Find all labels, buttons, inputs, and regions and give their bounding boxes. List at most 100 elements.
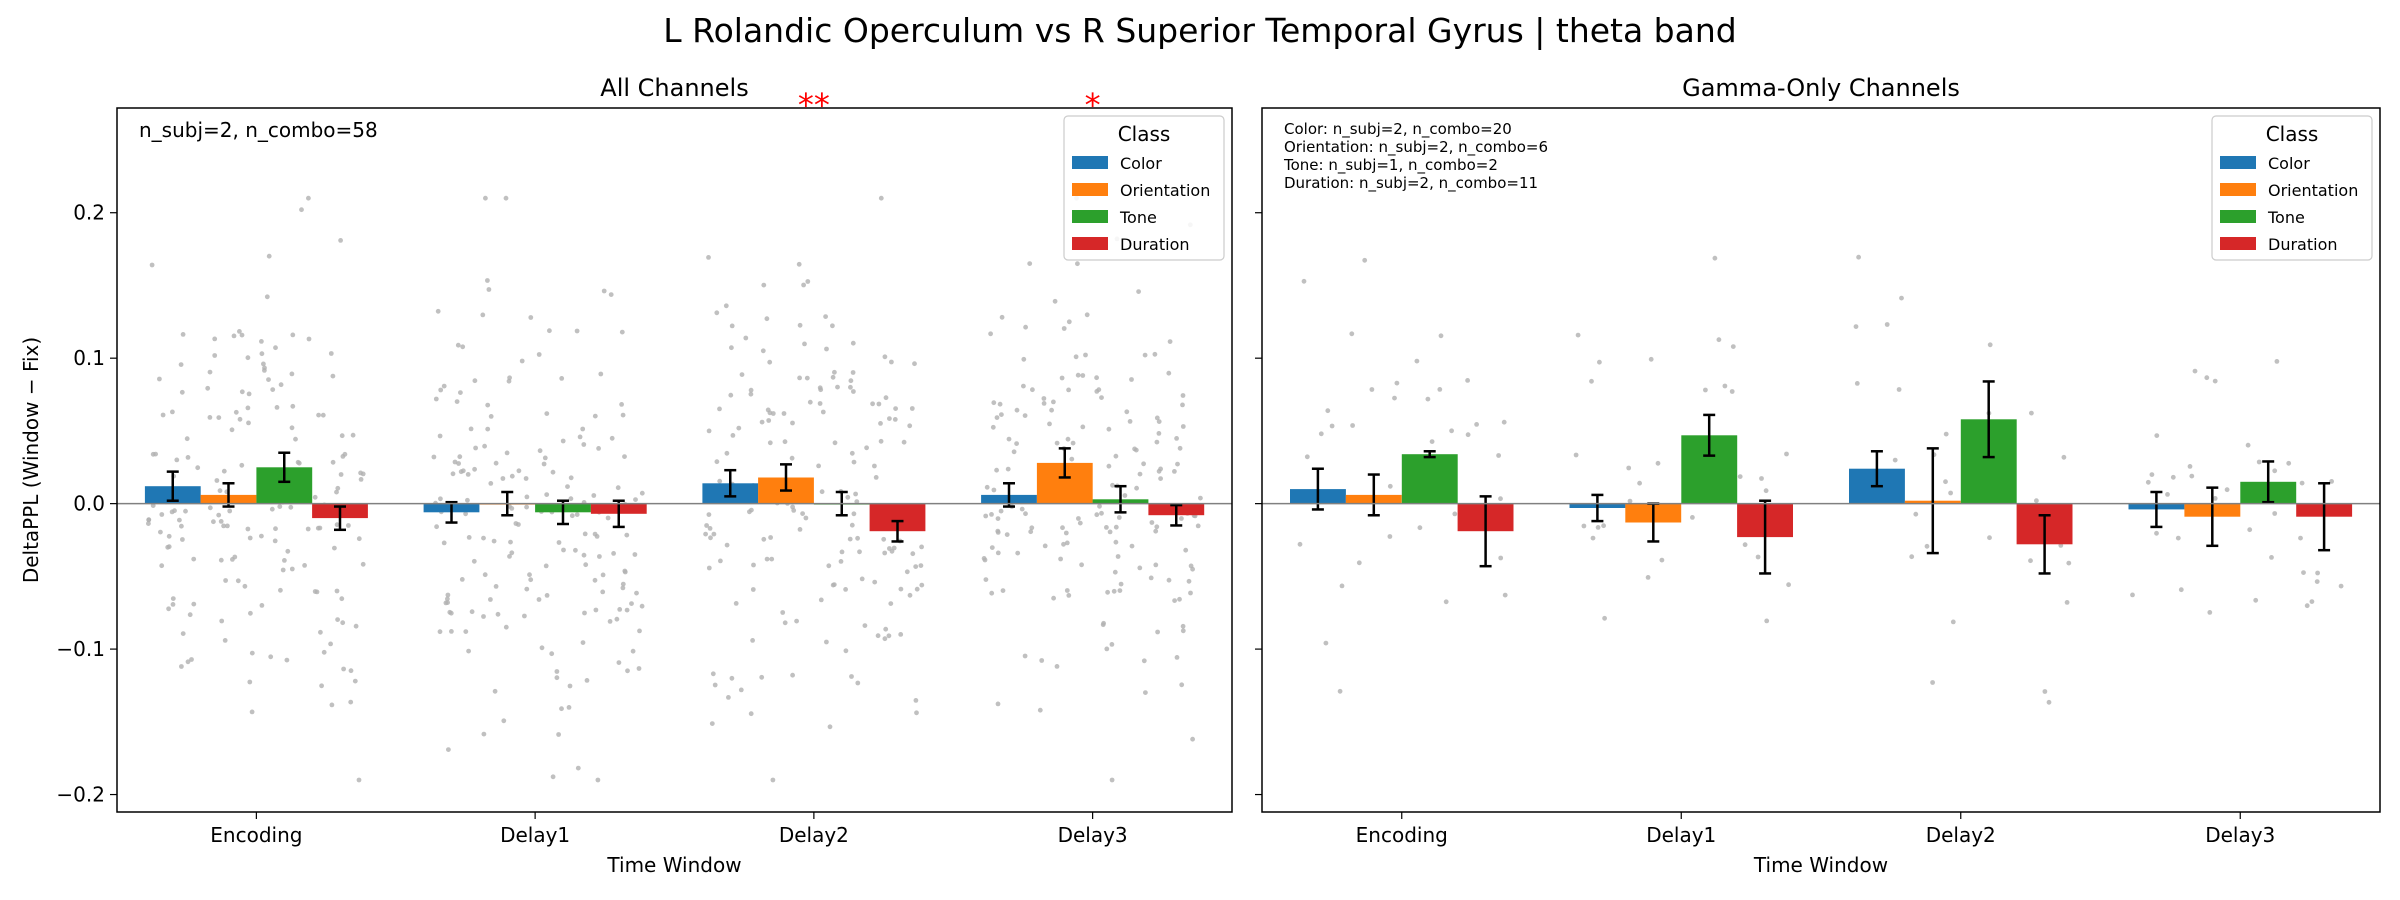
scatter-point [493, 460, 499, 466]
scatter-point [1465, 378, 1470, 383]
scatter-point [543, 563, 549, 569]
scatter-point [983, 513, 989, 519]
scatter-point [149, 262, 155, 268]
scatter-point [305, 526, 311, 532]
scatter-point [466, 535, 472, 540]
scatter-point [185, 455, 191, 460]
scatter-point [463, 511, 468, 517]
scatter-point [259, 603, 265, 608]
scatter-point [1502, 592, 1508, 598]
scatter-point [185, 659, 191, 665]
scatter-point [472, 378, 478, 384]
legend-label-orientation: Orientation [2268, 181, 2358, 200]
scatter-point [1021, 356, 1027, 362]
scatter-point [465, 497, 470, 503]
scatter-point [1737, 474, 1743, 479]
scatter-point [1924, 543, 1930, 549]
scatter-point [1167, 339, 1173, 344]
scatter-point [592, 531, 598, 537]
scatter-point [1064, 540, 1070, 546]
scatter-point [595, 777, 601, 783]
scatter-point [995, 530, 1001, 535]
scatter-point [247, 535, 253, 541]
scatter-point [1648, 356, 1654, 362]
scatter-point [1109, 642, 1115, 647]
scatter-point [1051, 399, 1056, 405]
scatter-point [2272, 468, 2278, 474]
scatter-point [237, 416, 243, 422]
scatter-point [1154, 524, 1160, 530]
scatter-point [817, 401, 823, 406]
scatter-point [1023, 511, 1028, 517]
scatter-point [1703, 387, 1708, 393]
scatter-point [883, 395, 889, 401]
scatter-point [266, 377, 271, 382]
scatter-point [1166, 370, 1172, 376]
scatter-point [1449, 428, 1454, 434]
scatter-point [465, 472, 471, 477]
scatter-point [637, 628, 642, 634]
scatter-point [1729, 389, 1735, 394]
scatter-point [1175, 461, 1180, 467]
scatter-point [760, 348, 766, 354]
x-axis-label: Time Window [1753, 853, 1888, 877]
scatter-point [620, 585, 626, 591]
scatter-point [166, 533, 172, 539]
scatter-point [1015, 550, 1021, 556]
scatter-point [191, 601, 197, 607]
scatter-point [827, 724, 833, 730]
scatter-point [536, 597, 542, 602]
scatter-point [891, 545, 897, 551]
scatter-point [232, 554, 238, 560]
scatter-point [1066, 387, 1071, 393]
scatter-point [169, 509, 175, 515]
scatter-point [1158, 476, 1163, 481]
legend-label-orientation: Orientation [1120, 181, 1210, 200]
scatter-point [259, 339, 264, 344]
scatter-point [2338, 583, 2344, 589]
scatter-point [233, 409, 239, 415]
panel-gamma-only-channels: Encoding Delay1 Delay2 Delay3 Gamma-Only Ch… [1255, 74, 2381, 877]
annotation-line: Color: n_subj=2, n_combo=20 [1284, 120, 1512, 139]
legend-label-tone: Tone [1119, 208, 1157, 227]
x-tick-label-delay3: Delay3 [2205, 823, 2275, 847]
scatter-point [1142, 352, 1148, 358]
scatter-point [1581, 523, 1587, 529]
scatter-point [1763, 488, 1769, 494]
scatter-point [2253, 597, 2259, 603]
scatter-point [1019, 506, 1025, 512]
scatter-point [706, 565, 712, 571]
scatter-point [981, 556, 987, 561]
scatter-point [2154, 530, 2159, 536]
scatter-point [2064, 600, 2070, 605]
scatter-point [580, 426, 586, 432]
scatter-point [1059, 375, 1065, 381]
scatter-point [170, 602, 176, 607]
scatter-point [989, 545, 995, 550]
scatter-point [486, 287, 492, 292]
scatter-point [1501, 419, 1507, 425]
scatter-point [180, 537, 185, 542]
scatter-point [1069, 456, 1075, 462]
scatter-point [882, 354, 888, 360]
scatter-point [277, 504, 283, 509]
scatter-point [598, 371, 604, 377]
scatter-point [593, 607, 599, 613]
scatter-point [212, 336, 218, 342]
scatter-point [819, 489, 825, 495]
scatter-point [1113, 539, 1119, 545]
scatter-point [473, 445, 478, 451]
scatter-point [299, 207, 304, 213]
scatter-point [914, 586, 920, 592]
scatter-point [1149, 520, 1155, 525]
scatter-point [1730, 344, 1736, 349]
scatter-point [435, 308, 441, 314]
scatter-point [566, 705, 572, 710]
scatter-point [1496, 453, 1501, 458]
scatter-point [457, 454, 463, 460]
scatter-point [290, 403, 296, 409]
scatter-point [1084, 312, 1090, 318]
scatter-point [1180, 628, 1186, 634]
scatter-point [249, 650, 255, 656]
scatter-point [503, 195, 509, 201]
